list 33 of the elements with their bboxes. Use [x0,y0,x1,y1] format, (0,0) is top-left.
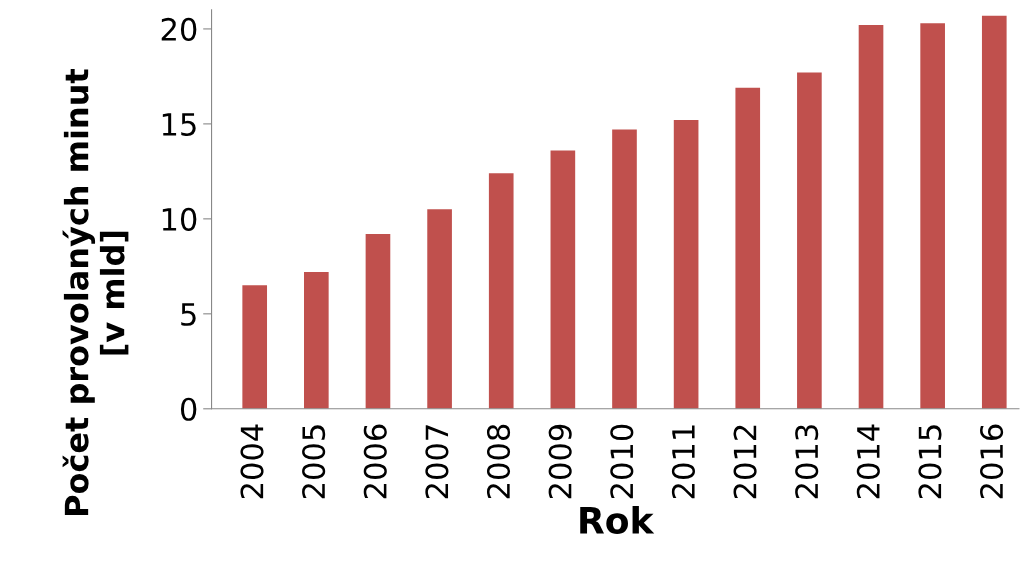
x-tick-label: 2013 [795,425,819,499]
x-tick-label: 2010 [610,424,634,499]
x-tick-label: 2004 [240,424,264,499]
bar [673,120,699,409]
bar [427,209,452,409]
x-tick-label: 2012 [733,425,757,499]
x-tick-label: 2005 [302,425,326,499]
y-tick-label: 0 [180,397,197,421]
bar [304,272,329,409]
bar [612,129,637,409]
bar [920,23,945,409]
x-tick-label: 2008 [486,424,511,499]
x-tick-label: 2015 [918,425,942,499]
bar [858,25,884,409]
y-tick-label: 20 [161,17,197,41]
x-tick-label: 2016 [980,424,1004,499]
x-tick-label: 2014 [856,424,880,499]
y-tick-label: 15 [162,113,196,136]
bar [365,234,391,409]
bar [488,173,514,409]
bar [735,87,761,409]
x-tick-label: 2006 [363,424,387,499]
y-axis-title: Počet provolaných minut [v mld] [62,69,129,515]
x-axis-title: Rok [580,506,655,534]
y-tick-label: 10 [162,207,197,231]
bar [242,285,268,409]
x-tick-label: 2011 [671,425,695,499]
bar [981,15,1007,409]
x-tick-label: 2007 [425,425,449,499]
x-tick-label: 2009 [548,424,572,499]
bar [797,72,822,409]
bar [550,150,576,409]
y-tick-label: 5 [181,303,196,326]
